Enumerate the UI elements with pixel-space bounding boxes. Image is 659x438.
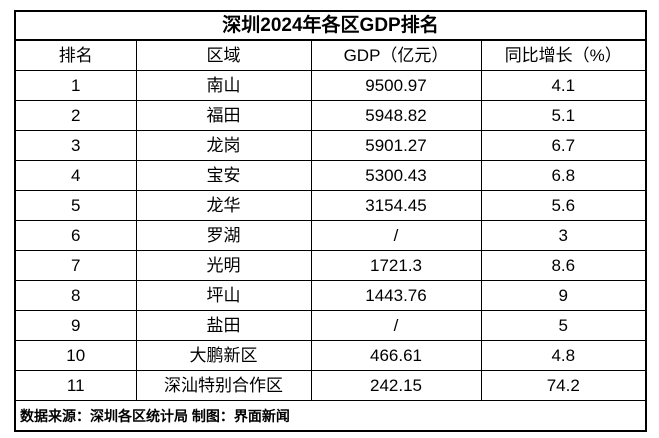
- district-cell: 罗湖: [135, 220, 312, 251]
- table-row: 5 龙华 3154.45 5.6: [14, 190, 647, 221]
- column-header-growth: 同比增长（%）: [480, 39, 647, 71]
- district-cell: 光明: [135, 250, 312, 281]
- rank-cell: 3: [14, 130, 137, 161]
- table-row: 1 南山 9500.97 4.1: [14, 70, 647, 101]
- table-footer-row: 数据来源：深圳各区统计局 制图：界面新闻: [14, 400, 647, 432]
- rank-cell: 8: [14, 280, 137, 311]
- rank-cell: 7: [14, 250, 137, 281]
- gdp-cell: 3154.45: [310, 190, 482, 221]
- table-row: 10 大鹏新区 466.61 4.8: [14, 340, 647, 371]
- gdp-cell: 1443.76: [310, 280, 482, 311]
- district-cell: 宝安: [135, 160, 312, 191]
- gdp-cell: /: [310, 310, 482, 341]
- rank-cell: 9: [14, 310, 137, 341]
- column-header-rank: 排名: [14, 39, 137, 71]
- district-cell: 盐田: [135, 310, 312, 341]
- table-title: 深圳2024年各区GDP排名: [14, 10, 647, 41]
- rank-cell: 6: [14, 220, 137, 251]
- growth-cell: 5: [480, 310, 647, 341]
- growth-cell: 5.1: [480, 100, 647, 131]
- growth-cell: 74.2: [480, 370, 647, 401]
- gdp-ranking-table: 深圳2024年各区GDP排名 排名 区域 GDP（亿元） 同比增长（%） 1 南…: [14, 10, 648, 432]
- gdp-cell: 5300.43: [310, 160, 482, 191]
- growth-cell: 6.7: [480, 130, 647, 161]
- table-row: 8 坪山 1443.76 9: [14, 280, 647, 311]
- district-cell: 大鹏新区: [135, 340, 312, 371]
- table-row: 4 宝安 5300.43 6.8: [14, 160, 647, 191]
- data-source-note: 数据来源：深圳各区统计局 制图：界面新闻: [14, 400, 647, 432]
- growth-cell: 9: [480, 280, 647, 311]
- column-header-district: 区域: [135, 39, 312, 71]
- growth-cell: 8.6: [480, 250, 647, 281]
- growth-cell: 4.8: [480, 340, 647, 371]
- gdp-cell: 5901.27: [310, 130, 482, 161]
- rank-cell: 2: [14, 100, 137, 131]
- district-cell: 南山: [135, 70, 312, 101]
- gdp-cell: 466.61: [310, 340, 482, 371]
- table-row: 7 光明 1721.3 8.6: [14, 250, 647, 281]
- table-row: 6 罗湖 / 3: [14, 220, 647, 251]
- gdp-cell: /: [310, 220, 482, 251]
- column-header-gdp: GDP（亿元）: [310, 39, 482, 71]
- table-row: 9 盐田 / 5: [14, 310, 647, 341]
- growth-cell: 6.8: [480, 160, 647, 191]
- growth-cell: 5.6: [480, 190, 647, 221]
- rank-cell: 11: [14, 370, 137, 401]
- table-row: 3 龙岗 5901.27 6.7: [14, 130, 647, 161]
- rank-cell: 4: [14, 160, 137, 191]
- rank-cell: 1: [14, 70, 137, 101]
- gdp-cell: 1721.3: [310, 250, 482, 281]
- table-row: 2 福田 5948.82 5.1: [14, 100, 647, 131]
- rank-cell: 5: [14, 190, 137, 221]
- gdp-cell: 9500.97: [310, 70, 482, 101]
- district-cell: 福田: [135, 100, 312, 131]
- table-row: 11 深汕特别合作区 242.15 74.2: [14, 370, 647, 401]
- table-header-row: 排名 区域 GDP（亿元） 同比增长（%）: [14, 39, 647, 71]
- district-cell: 龙华: [135, 190, 312, 221]
- table-title-row: 深圳2024年各区GDP排名: [14, 10, 647, 41]
- growth-cell: 3: [480, 220, 647, 251]
- growth-cell: 4.1: [480, 70, 647, 101]
- gdp-cell: 242.15: [310, 370, 482, 401]
- gdp-cell: 5948.82: [310, 100, 482, 131]
- district-cell: 龙岗: [135, 130, 312, 161]
- district-cell: 深汕特别合作区: [135, 370, 312, 401]
- district-cell: 坪山: [135, 280, 312, 311]
- rank-cell: 10: [14, 340, 137, 371]
